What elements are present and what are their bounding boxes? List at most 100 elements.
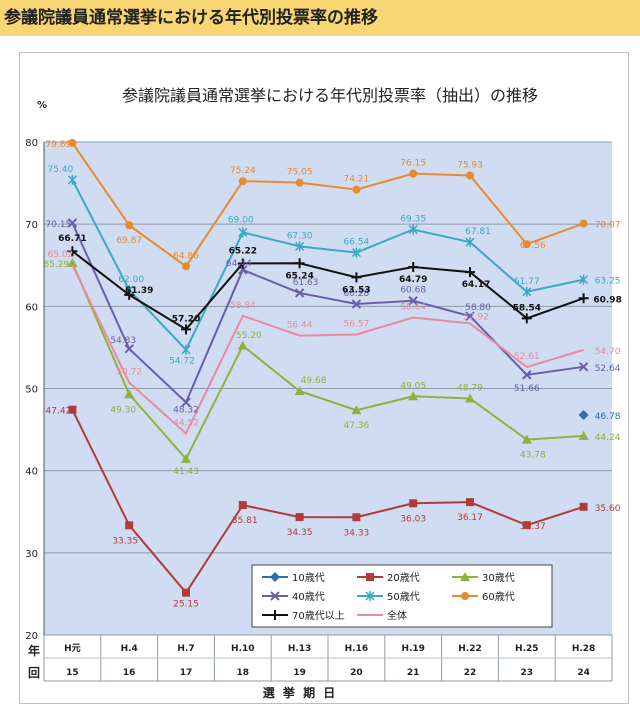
data-label: 51.66: [514, 384, 540, 394]
x-tick-round: 21: [407, 668, 420, 678]
data-label: 33.37: [520, 522, 546, 532]
x-tick-round: 17: [180, 668, 193, 678]
data-label: 48.32: [173, 405, 199, 415]
series-line-2: [71, 262, 584, 461]
y-tick-label: 40: [25, 467, 38, 478]
point-1-8: [522, 521, 531, 530]
x-tick-round: 18: [237, 668, 250, 678]
point-4-4: [295, 241, 305, 252]
data-label: 69.00: [228, 215, 254, 225]
point-6-8: [521, 313, 532, 324]
series-group: [67, 138, 589, 597]
x-tick-round: 15: [66, 668, 79, 678]
x-tick-era: H.19: [401, 644, 424, 654]
series-line-7: [71, 264, 584, 436]
legend-label: 60歳代: [482, 591, 515, 603]
y-tick-label: 50: [25, 385, 38, 396]
y-tick-label: 60: [25, 302, 38, 313]
row-label-year: 年: [28, 643, 40, 658]
point-4-0: [67, 174, 77, 185]
data-label: 34.35: [287, 528, 313, 538]
point-2-6: [408, 391, 419, 401]
data-label: 66.54: [344, 238, 370, 248]
data-label: 36.03: [400, 514, 426, 524]
data-label: 67.56: [520, 241, 546, 251]
data-label: 49.68: [301, 376, 327, 386]
legend: 10歳代 20歳代 30歳代 40歳代 50歳代 60歳代 70歳代以上 全体: [251, 564, 553, 628]
data-label: 61.39: [125, 286, 153, 296]
point-1-4: [295, 513, 304, 522]
data-label: 64.17: [462, 280, 490, 290]
data-label: 60.98: [593, 295, 621, 305]
data-label: 67.81: [465, 227, 491, 237]
data-label: 75.24: [230, 166, 256, 176]
data-label: 64.44: [226, 259, 252, 269]
legend-label: 30歳代: [482, 572, 515, 584]
point-2-2: [181, 453, 191, 463]
data-label: 43.78: [520, 451, 546, 461]
x-tick-era: H.28: [572, 644, 595, 654]
row-label-round: 回: [28, 666, 40, 680]
point-2-5: [351, 405, 362, 415]
data-label: 67.30: [287, 231, 313, 241]
data-label: 76.15: [400, 159, 426, 169]
data-label: 62.00: [118, 275, 144, 285]
x-tick-era: H.22: [458, 644, 481, 654]
data-label: 63.53: [342, 285, 370, 295]
data-label: 54.70: [595, 347, 621, 357]
legend-marker-1: [366, 573, 374, 581]
data-label: 58.84: [230, 301, 256, 311]
data-label: 64.79: [399, 275, 427, 285]
x-tick-era: H.4: [121, 644, 138, 654]
point-1-2: [182, 588, 190, 597]
point-4-9: [579, 274, 589, 285]
data-label: 54.72: [169, 357, 195, 367]
page-header: 参議院議員通常選挙における年代別投票率の推移: [0, 0, 640, 36]
point-1-6: [409, 499, 418, 508]
data-label: 49.30: [110, 405, 136, 415]
point-6-6: [408, 261, 419, 272]
series-line-6: [71, 250, 584, 331]
point-4-2: [181, 344, 191, 355]
legend-label: 50歳代: [387, 591, 420, 603]
point-5-1: [125, 221, 134, 230]
point-4-7: [465, 237, 475, 248]
point-3-9: [578, 362, 589, 372]
legend-label: 20歳代: [387, 572, 420, 584]
point-1-0: [68, 405, 77, 414]
legend-marker-3: [270, 591, 280, 601]
x-tick-round: 16: [123, 668, 136, 678]
point-4-6: [408, 224, 418, 235]
point-2-7: [465, 393, 475, 403]
y-axis-label: %: [37, 100, 47, 111]
x-tick-round: 23: [521, 668, 534, 678]
data-label: 63.25: [595, 277, 621, 287]
page-header-title: 参議院議員通常選挙における年代別投票率の推移: [4, 8, 378, 28]
y-tick-label: 30: [25, 549, 38, 560]
data-label: 65.02: [48, 250, 74, 260]
chart-title: 参議院議員通常選挙における年代別投票率（抽出）の推移: [122, 86, 538, 105]
point-6-1: [124, 289, 135, 300]
point-2-9: [578, 430, 589, 440]
point-4-5: [351, 247, 361, 258]
x-tick-era: H元: [64, 643, 81, 654]
data-label: 49.05: [400, 381, 426, 391]
data-label: 75.05: [287, 168, 313, 178]
data-label: 57.20: [172, 314, 200, 324]
data-label: 60.68: [400, 286, 426, 296]
data-label: 54.83: [110, 336, 136, 346]
x-tick-round: 20: [350, 668, 363, 678]
point-3-6: [408, 296, 418, 306]
point-6-9: [578, 293, 589, 304]
data-label: 56.44: [287, 321, 313, 331]
data-label: 75.40: [48, 165, 74, 175]
data-label: 50.72: [116, 368, 142, 378]
data-label: 33.35: [112, 536, 138, 546]
legend-marker-5: [461, 592, 469, 600]
point-2-1: [124, 389, 135, 399]
point-5-7: [466, 171, 474, 180]
point-2-8: [521, 434, 532, 444]
x-tick-era: H.25: [515, 644, 538, 654]
data-label: 60.28: [344, 289, 370, 299]
point-6-2: [181, 324, 191, 335]
